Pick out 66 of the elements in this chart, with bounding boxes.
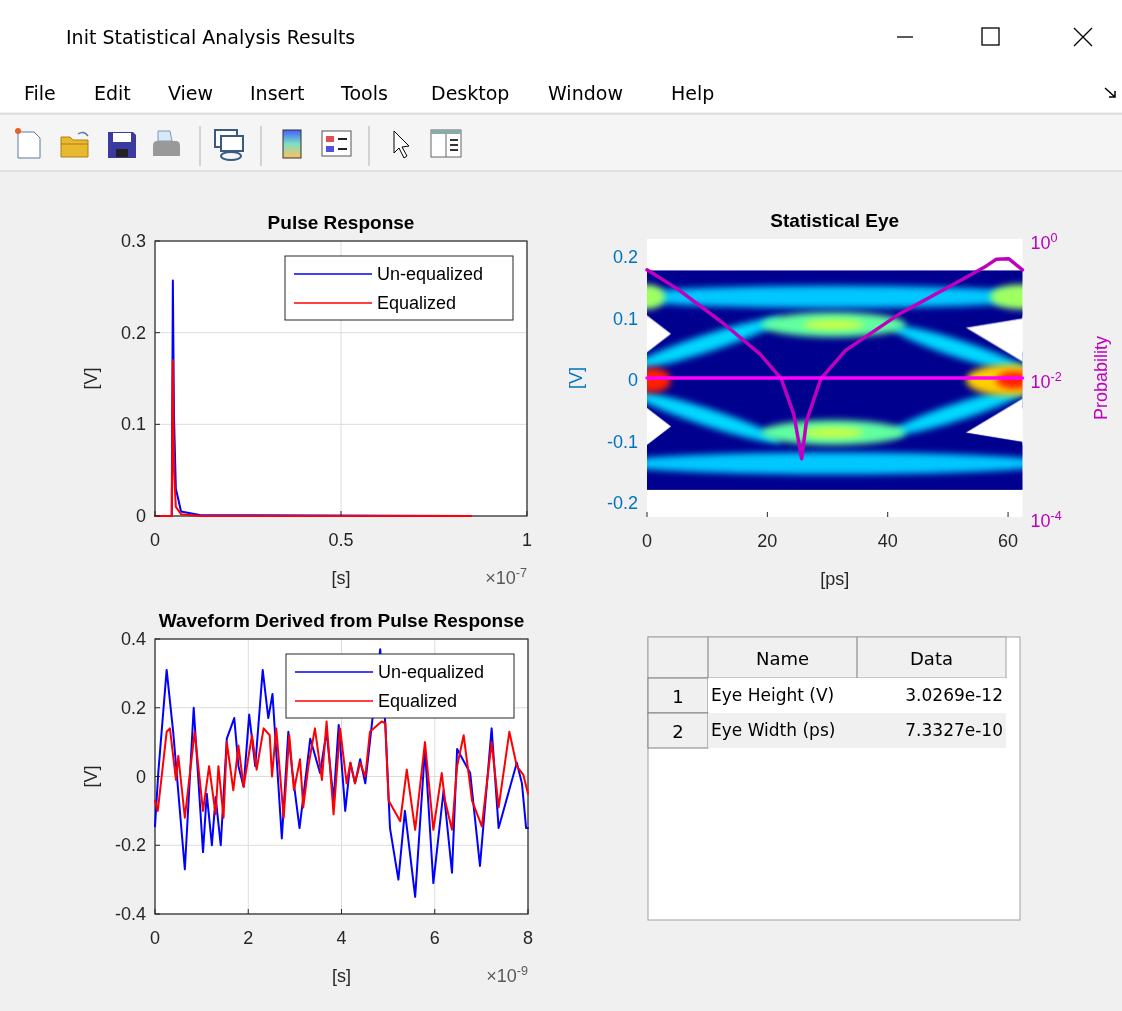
category-label: 1 (672, 686, 684, 707)
y-axis-title: [V] (81, 367, 101, 390)
y-tick-label: 0 (135, 506, 146, 526)
text: ×10$^{-7}$ (485, 566, 527, 588)
x-tick-label: 6 (429, 928, 440, 948)
text: Eye Height (V) (711, 685, 835, 705)
line-series (154, 359, 473, 517)
x-axis-title: [ps] (820, 569, 850, 589)
text: Tools (340, 82, 388, 104)
x-tick-label: 0 (641, 531, 653, 551)
x-tick-label: 2 (243, 928, 254, 948)
chart-title: Pulse Response (267, 212, 415, 233)
y-tick-label: 0.4 (120, 629, 146, 649)
legend-label: Un-equalized (378, 662, 485, 682)
chart-title: Waveform Derived from Pulse Response (158, 610, 525, 631)
legend-label: Equalized (378, 691, 458, 711)
y2-axis-title: Probability (1090, 335, 1111, 421)
y-axis-title: [V] (81, 765, 101, 788)
x-tick-label: 4 (336, 928, 347, 948)
y2-tick-label: 10$^{0}$ (1030, 231, 1058, 253)
legend-label: Un-equalized (377, 264, 484, 284)
line-series (154, 720, 529, 831)
text: Desktop (431, 82, 510, 104)
text: Eye Width (ps) (711, 720, 836, 740)
y-tick-label: 0.3 (120, 231, 146, 251)
y-axis-title: [V] (566, 366, 586, 390)
y-tick-label: 0 (135, 766, 146, 787)
text: View (168, 82, 214, 104)
y2-tick-label: 10$^{-4}$ (1030, 509, 1062, 531)
y-tick-label: 0.1 (120, 414, 146, 435)
x-tick-label: 40 (877, 531, 898, 551)
text: Help (671, 82, 715, 104)
x-tick-label: 20 (757, 531, 778, 551)
y-tick-label: 0.2 (120, 322, 146, 343)
x-tick-label: 0 (149, 928, 161, 948)
category-label: 2 (672, 721, 684, 742)
y-tick-label: 0 (627, 370, 638, 391)
y-tick-label: -0.4 (114, 904, 146, 924)
x-axis-title: [s] (331, 568, 351, 588)
text: Insert (250, 82, 305, 104)
text: ×10$^{-9}$ (486, 964, 528, 986)
y-tick-label: 0.1 (612, 308, 638, 329)
category-label: Data (910, 648, 953, 669)
line-series (154, 648, 529, 898)
text: Window (548, 82, 623, 104)
line-series (645, 256, 1025, 461)
x-tick-label: 0.5 (328, 530, 354, 550)
text: 7.3327e-10 (905, 720, 1003, 740)
y-tick-label: -0.1 (606, 431, 638, 452)
text: Init Statistical Analysis Results (66, 26, 356, 48)
text: Edit (94, 82, 131, 104)
x-tick-label: 0 (149, 530, 161, 550)
y-tick-label: -0.2 (606, 493, 638, 514)
text: 3.0269e-12 (905, 685, 1003, 705)
y-tick-label: -0.2 (114, 835, 146, 856)
text: File (24, 82, 56, 104)
y-tick-label: 0.2 (612, 246, 638, 267)
x-tick-label: 60 (998, 531, 1019, 551)
y2-tick-label: 10$^{-2}$ (1030, 370, 1062, 392)
legend-label: Equalized (377, 293, 457, 313)
category-label: Name (755, 648, 810, 669)
y-tick-label: 0.2 (120, 697, 146, 718)
x-axis-title: [s] (331, 966, 352, 986)
x-tick-label: 1 (521, 530, 533, 550)
chart-title: Statistical Eye (770, 210, 900, 231)
x-tick-label: 8 (522, 928, 534, 948)
